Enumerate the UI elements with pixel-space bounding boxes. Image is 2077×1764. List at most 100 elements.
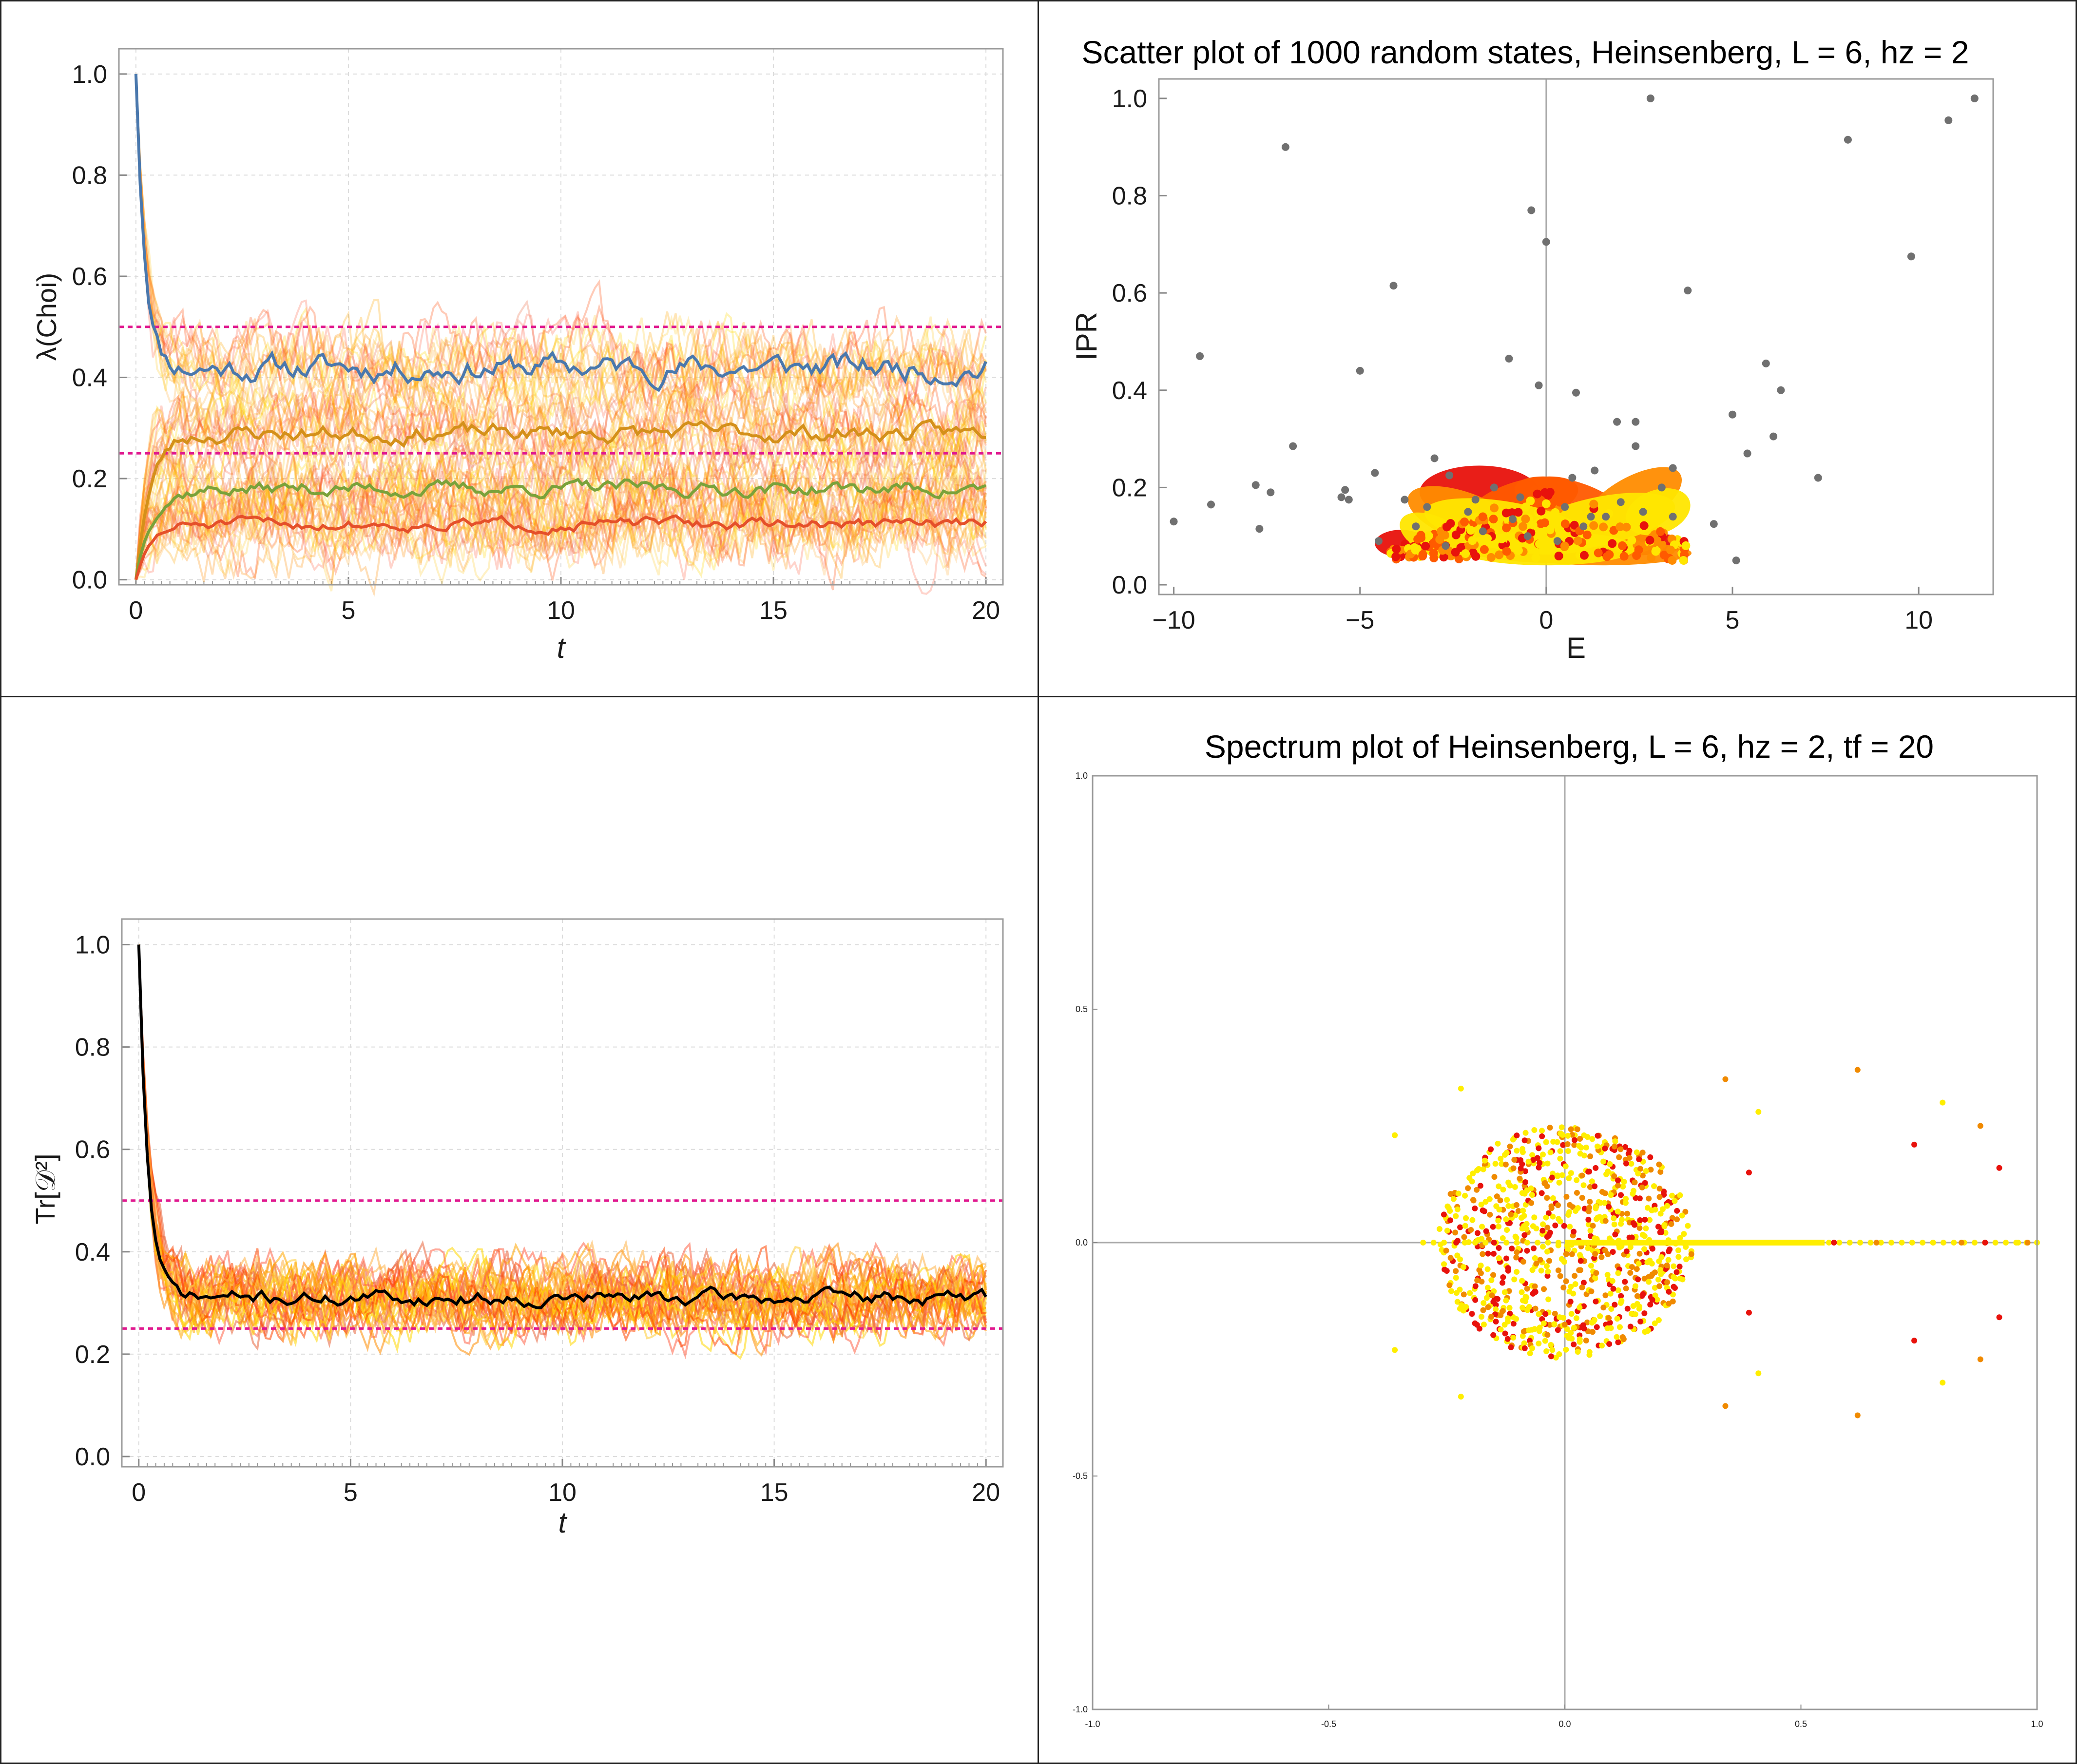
mean-green-line: [134, 478, 987, 580]
eigenvalue-point: [1656, 1194, 1663, 1200]
eigenvalue-point: [1532, 1326, 1538, 1332]
eigenvalue-point: [1520, 1259, 1526, 1265]
state-point: [1639, 521, 1649, 530]
eigenvalue-point: [1643, 1168, 1649, 1174]
eigenvalue-point: [1624, 1305, 1631, 1312]
eigenvalue-point: [1573, 1315, 1579, 1322]
eigenstate-point: [1401, 496, 1409, 504]
eigenvalue-point: [1657, 1267, 1664, 1273]
eigenvalue-point: [1615, 1270, 1621, 1276]
eigenvalue-point: [1485, 1250, 1491, 1257]
eigenvalue-point: [1593, 1298, 1599, 1304]
state-point: [1424, 531, 1433, 540]
eigenstate-point: [1669, 464, 1677, 472]
state-point: [1582, 530, 1592, 539]
x-tick-label: -1.0: [1085, 1719, 1100, 1729]
eigenvalue-point: [1629, 1264, 1635, 1270]
eigenvalue-point: [1581, 1325, 1587, 1332]
state-point: [1460, 518, 1469, 527]
fan-line: [135, 460, 987, 580]
eigenvalue-point: [1524, 1187, 1530, 1193]
eigenvalue-point: [1623, 1160, 1629, 1167]
x-tick-label: 0: [1539, 606, 1553, 634]
eigenvalue-point: [1514, 1132, 1520, 1139]
eigenvalue-point: [1548, 1203, 1555, 1209]
eigenvalue-point: [1521, 1213, 1527, 1219]
eigenvalue-point: [1478, 1201, 1484, 1208]
eigenstate-point: [1516, 493, 1524, 501]
fan-line: [137, 944, 987, 1341]
eigenvalue-point: [1677, 1275, 1683, 1282]
eigenvalue-point: [1483, 1228, 1489, 1234]
eigenvalue-point: [1636, 1195, 1643, 1202]
state-point: [1497, 534, 1506, 543]
eigenvalue-point: [1606, 1341, 1613, 1347]
eigenstate-point: [1632, 442, 1640, 450]
eigenvalue-point: [1524, 1285, 1530, 1292]
eigenvalue-point: [1566, 1175, 1572, 1181]
y-tick-label: 0.2: [1112, 474, 1147, 502]
eigenvalue-point: [1507, 1310, 1513, 1317]
eigenvalue-point: [1641, 1233, 1648, 1239]
eigenvalue-point: [1505, 1265, 1511, 1271]
fan-line: [135, 387, 987, 580]
eigenstate-point: [1844, 135, 1852, 144]
eigenvalue-point: [1595, 1132, 1601, 1139]
state-point: [1679, 556, 1688, 565]
eigenvalue-point: [1495, 1217, 1501, 1224]
eigenvalue-point: [1611, 1215, 1617, 1221]
eigenvalue-point: [1563, 1346, 1569, 1353]
state-point: [1598, 537, 1608, 546]
eigenvalue-point: [1503, 1297, 1509, 1304]
eigenvalue-point: [1513, 1235, 1519, 1241]
eigenvalue-point: [1649, 1246, 1655, 1252]
state-point: [1483, 534, 1492, 543]
eigenvalue-point: [1530, 1223, 1536, 1229]
eigenvalue-point: [1470, 1170, 1476, 1177]
state-point: [1417, 533, 1426, 542]
eigenvalue-point: [1614, 1334, 1620, 1340]
real-eigenvalue-point: [1836, 1240, 1843, 1246]
eigenvalue-point: [1496, 1224, 1502, 1230]
outlier-eigenvalue: [1722, 1403, 1729, 1409]
eigenvalue-point: [1542, 1338, 1548, 1344]
eigenvalue-point: [1529, 1345, 1536, 1351]
eigenvalue-point: [1513, 1202, 1519, 1208]
y-tick-label: 0.4: [1112, 377, 1147, 405]
y-tick-label: 0.2: [75, 1341, 110, 1369]
plot-frame: [121, 918, 1004, 1468]
x-tick-label: 1.0: [2031, 1719, 2043, 1729]
eigenvalue-point: [1648, 1167, 1654, 1173]
eigenvalue-point: [1448, 1288, 1454, 1294]
eigenvalue-point: [1519, 1146, 1526, 1152]
eigenvalue-point: [1447, 1217, 1454, 1224]
eigenvalue-point: [1586, 1205, 1593, 1211]
outlier-eigenvalue: [1911, 1141, 1918, 1148]
eigenvalue-point: [1521, 1232, 1528, 1238]
eigenstate-point: [1777, 386, 1785, 394]
fan-line: [135, 373, 987, 580]
eigenvalue-point: [1562, 1163, 1569, 1170]
eigenvalue-point: [1495, 1140, 1501, 1147]
eigenvalue-point: [1565, 1132, 1571, 1139]
eigenvalue-point: [1498, 1326, 1504, 1333]
eigenvalue-point: [1612, 1302, 1618, 1308]
eigenvalue-point: [1477, 1183, 1483, 1189]
eigenvalue-point: [1468, 1227, 1474, 1233]
eigenvalue-point: [1634, 1293, 1640, 1299]
eigenvalue-point: [1504, 1227, 1510, 1233]
eigenvalue-point: [1505, 1315, 1511, 1322]
eigenvalue-point: [1557, 1155, 1563, 1162]
eigenvalue-point: [1521, 1345, 1528, 1351]
eigenvalue-point: [1611, 1173, 1617, 1179]
eigenvalue-point: [1510, 1321, 1517, 1327]
fan-line: [135, 74, 987, 449]
real-eigenvalue-point: [1992, 1240, 1999, 1246]
state-point: [1570, 520, 1579, 530]
eigenvalue-point: [1675, 1254, 1682, 1260]
eigenvalue-point: [1518, 1157, 1524, 1163]
eigenvalue-point: [1503, 1150, 1510, 1156]
real-eigenvalue-point: [1472, 1240, 1479, 1246]
vertical-divider: [1038, 0, 1039, 1764]
eigenvalue-point: [1643, 1225, 1649, 1231]
